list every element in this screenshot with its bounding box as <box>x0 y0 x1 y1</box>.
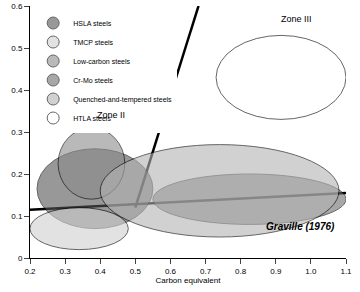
svg-text:0.3: 0.3 <box>11 128 23 137</box>
svg-text:0.2: 0.2 <box>11 170 23 179</box>
svg-text:0.8: 0.8 <box>235 267 247 276</box>
svg-text:Low-carbon steels: Low-carbon steels <box>73 58 130 65</box>
svg-text:0.6: 0.6 <box>165 267 177 276</box>
svg-text:Quenched-and-tempered steels: Quenched-and-tempered steels <box>73 96 172 104</box>
svg-text:0.4: 0.4 <box>95 267 107 276</box>
svg-text:0.6: 0.6 <box>11 2 23 11</box>
svg-text:0.1: 0.1 <box>11 212 23 221</box>
svg-text:Zone III: Zone III <box>281 14 312 24</box>
svg-text:Cr-Mo steels: Cr-Mo steels <box>73 77 113 84</box>
svg-text:0.5: 0.5 <box>130 267 142 276</box>
svg-text:TMCP steels: TMCP steels <box>73 39 113 46</box>
svg-text:0: 0 <box>18 254 23 263</box>
svg-text:HTLA steels: HTLA steels <box>73 115 111 122</box>
svg-text:Graville (1976): Graville (1976) <box>266 221 335 232</box>
svg-text:0.9: 0.9 <box>270 267 282 276</box>
svg-text:HSLA steels: HSLA steels <box>73 20 112 27</box>
svg-text:0.3: 0.3 <box>60 267 72 276</box>
svg-text:0.7: 0.7 <box>200 267 212 276</box>
svg-text:0.2: 0.2 <box>24 267 36 276</box>
svg-text:1.0: 1.0 <box>305 267 317 276</box>
svg-text:1.1: 1.1 <box>340 267 352 276</box>
svg-text:0.4: 0.4 <box>11 86 23 95</box>
svg-text:Zone II: Zone II <box>97 110 125 120</box>
svg-text:0.5: 0.5 <box>11 44 23 53</box>
svg-text:Carbon equivalent: Carbon equivalent <box>156 276 222 285</box>
